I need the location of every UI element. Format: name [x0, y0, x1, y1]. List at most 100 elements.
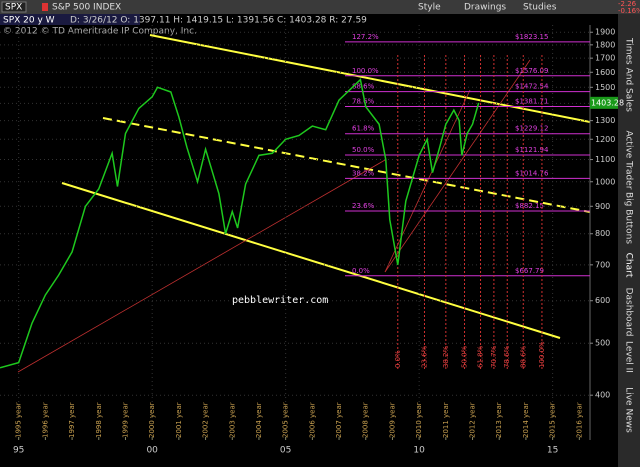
- time-fib-label: 50.0%: [461, 345, 469, 368]
- time-fib-label: 38.2%: [442, 345, 450, 368]
- y-tick-label: 1700: [595, 54, 615, 63]
- y-tick-label: 700: [595, 260, 610, 269]
- x-year-label: 2012 year: [469, 402, 477, 438]
- fib-percent: 127.2%: [352, 33, 379, 41]
- fan-line: [384, 89, 471, 273]
- tab[interactable]: Dashboard: [624, 288, 634, 337]
- fib-percent: 0.0%: [352, 267, 370, 275]
- y-tick-label: 600: [595, 296, 610, 305]
- fib-price: $667.79: [515, 267, 544, 275]
- style-btn[interactable]: Style: [418, 3, 441, 13]
- fib-price: $1014.76: [515, 169, 549, 177]
- x-year-label: 2002 year: [202, 402, 210, 438]
- fan-line: [384, 59, 531, 273]
- copyright: © 2012 © TD Ameritrade IP Company, Inc.: [3, 27, 197, 37]
- y-tick-label: 1100: [595, 155, 615, 164]
- tab[interactable]: Active Trader: [624, 130, 634, 189]
- toolbar: [0, 0, 640, 14]
- time-fib-label: 78.6%: [503, 345, 511, 368]
- title-bar: [0, 14, 140, 25]
- x-year-label: 1997 year: [68, 402, 76, 438]
- change: -2.26: [618, 0, 637, 8]
- change-pct: -0.16%: [618, 7, 640, 15]
- x-year-label: 1998 year: [95, 402, 103, 438]
- fib-percent: 50.0%: [352, 146, 375, 154]
- tab[interactable]: Chart: [624, 253, 634, 278]
- chart-title: SPX 20 y W: [3, 16, 55, 26]
- fan-line: [17, 159, 386, 373]
- symbol-box[interactable]: [1, 1, 27, 13]
- y-tick-label: 1900: [595, 28, 615, 37]
- trend-line: [149, 34, 591, 123]
- x-year-label: 2010 year: [415, 402, 423, 438]
- icon: [42, 3, 48, 11]
- x-year-label: 2007 year: [335, 402, 343, 438]
- fib-percent: 61.8%: [352, 125, 375, 133]
- time-fib-label: 23.6%: [420, 345, 428, 368]
- tab[interactable]: Big Buttons: [624, 192, 634, 244]
- y-tick-label: 800: [595, 229, 610, 238]
- y-tick-label: 1500: [595, 83, 615, 92]
- x-tick-label: 00: [146, 446, 158, 456]
- time-fib-label: 88.6%: [519, 345, 527, 368]
- y-tick-label: 1000: [595, 177, 615, 186]
- x-tick-label: 95: [13, 446, 24, 456]
- x-year-label: 1999 year: [121, 402, 129, 438]
- trend-line: [61, 182, 561, 339]
- tab[interactable]: Level II: [624, 341, 634, 373]
- y-tick-label: 1300: [595, 116, 615, 125]
- x-year-label: 2004 year: [255, 402, 263, 438]
- fib-price: $1472.54: [515, 83, 549, 91]
- x-year-label: 2001 year: [175, 402, 183, 438]
- x-year-label: 2016 year: [575, 402, 583, 438]
- fib-price: $1121.94: [515, 146, 549, 154]
- x-year-label: 2015 year: [549, 402, 557, 438]
- fib-percent: 100.0%: [352, 67, 379, 75]
- last-price-tag: [590, 96, 618, 109]
- fib-price: $1823.15: [515, 33, 548, 41]
- time-fib-label: 61.8%: [477, 345, 485, 368]
- x-year-label: 2009 year: [388, 402, 396, 438]
- tab[interactable]: Times And Sales: [624, 37, 634, 112]
- drawings-btn[interactable]: Drawings: [464, 3, 506, 13]
- x-year-label: 2005 year: [282, 402, 290, 438]
- fib-price: $882.15: [515, 202, 544, 210]
- price-line: [0, 78, 480, 369]
- y-tick-label: 1200: [595, 135, 615, 144]
- tab[interactable]: Live News: [624, 387, 634, 433]
- y-tick-label: 900: [595, 202, 610, 211]
- fib-price: $1381.71: [515, 97, 548, 105]
- symbol: SPX: [5, 3, 22, 13]
- x-year-label: 1995 year: [15, 402, 23, 438]
- time-fib-label: 70.7%: [490, 345, 498, 368]
- studies-btn[interactable]: Studies: [523, 3, 557, 13]
- x-year-label: 2013 year: [495, 402, 503, 438]
- fib-price: $1576.09: [515, 67, 548, 75]
- x-tick-label: 05: [280, 446, 291, 456]
- symbol-name: S&P 500 INDEX: [52, 3, 121, 13]
- sidebar: [618, 14, 640, 467]
- x-year-label: 2003 year: [228, 402, 236, 438]
- y-tick-label: 500: [595, 339, 610, 348]
- time-fib-label: 0.0%: [394, 350, 402, 368]
- x-tick-label: 10: [413, 446, 425, 456]
- x-year-label: 2006 year: [308, 402, 316, 438]
- y-tick-label: 1800: [595, 40, 615, 49]
- fib-percent: 78.6%: [352, 97, 375, 105]
- trend-line-dashed: [102, 117, 591, 213]
- y-tick-label: 400: [595, 391, 610, 400]
- y-tick-label: 1600: [595, 68, 615, 77]
- x-year-label: 2011 year: [442, 402, 450, 438]
- last-price: 1403.28: [591, 98, 624, 107]
- time-fib-label: 100.0%: [538, 341, 546, 368]
- x-year-label: 1996 year: [41, 402, 49, 438]
- fib-percent: 88.6%: [352, 83, 375, 91]
- x-year-label: 2000 year: [148, 402, 156, 438]
- fib-price: $1229.12: [515, 125, 548, 133]
- quote: D: 3/26/12 O: 1397.11 H: 1419.15 L: 1391…: [70, 16, 367, 26]
- x-year-label: 2008 year: [362, 402, 370, 438]
- fib-percent: 38.2%: [352, 169, 375, 177]
- x-year-label: 2014 year: [522, 402, 530, 438]
- fib-percent: 23.6%: [352, 202, 375, 210]
- x-tick-label: 15: [547, 446, 558, 456]
